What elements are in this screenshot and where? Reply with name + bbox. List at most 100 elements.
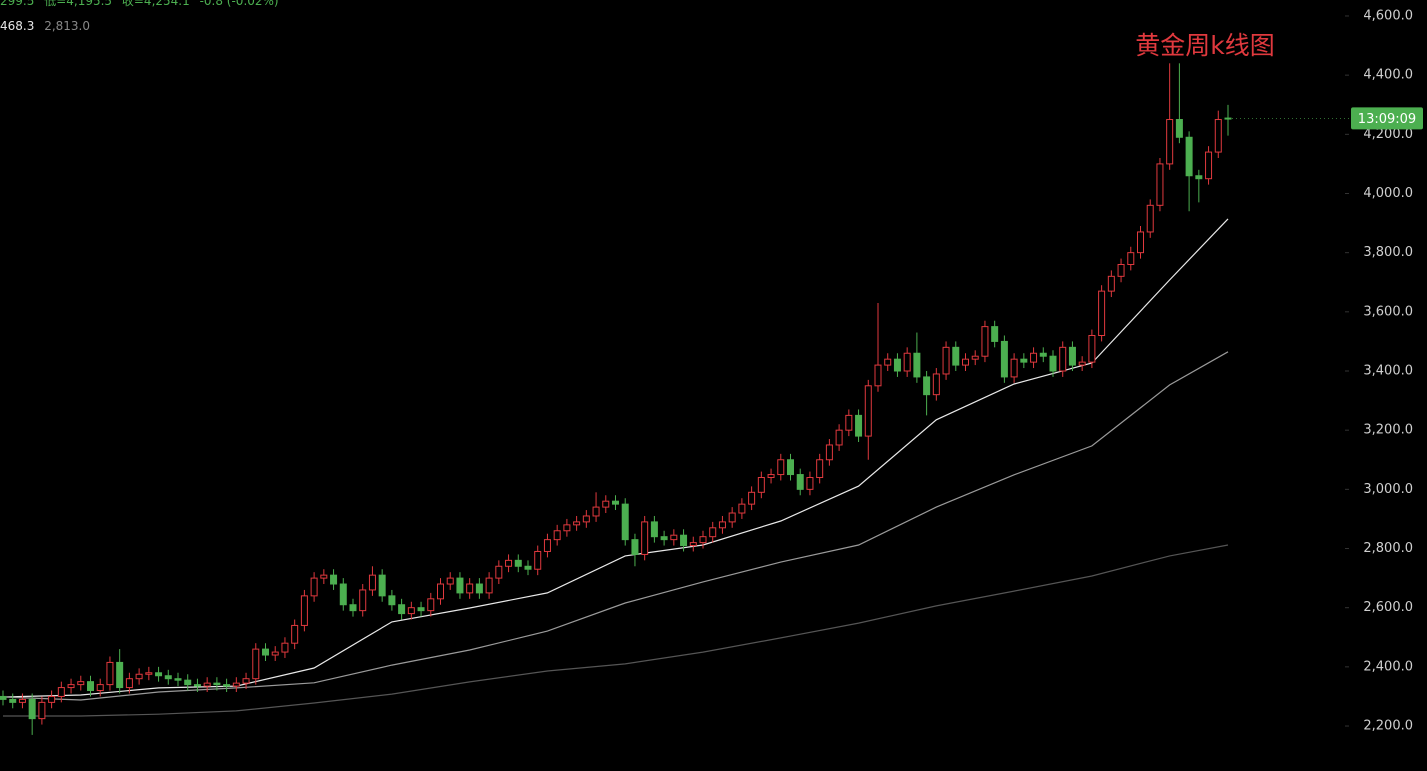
candle-body	[1020, 358, 1028, 363]
candle-body	[495, 565, 503, 579]
candle-body	[232, 682, 240, 687]
header-value: -0.8 (-0.02%)	[199, 0, 279, 8]
candle-body	[796, 474, 804, 490]
candle-body	[874, 364, 882, 387]
candle-body	[689, 542, 697, 547]
candle-body	[203, 682, 211, 687]
candle-body	[592, 506, 600, 517]
candle-body	[650, 521, 658, 538]
candle-body	[543, 539, 551, 552]
candle-body	[368, 574, 376, 591]
candle-body	[1039, 352, 1047, 357]
y-tick-label: 4,000.0	[1363, 186, 1413, 201]
header-value: 299.5	[0, 0, 35, 8]
candle-body	[981, 326, 989, 357]
candle-body	[427, 598, 435, 612]
candle-body	[417, 607, 425, 612]
candle-body	[971, 355, 979, 360]
candle-body	[398, 604, 406, 615]
candle-body	[252, 648, 260, 680]
candle-body	[125, 678, 133, 689]
candle-body	[291, 624, 299, 644]
candle-body	[67, 684, 75, 689]
candle-body	[223, 684, 231, 687]
ma-line	[2, 218, 1229, 698]
y-tick-label: 3,000.0	[1363, 482, 1413, 497]
candle-body	[0, 695, 7, 700]
y-tick-label: 4,200.0	[1363, 127, 1413, 142]
candle-body	[1146, 204, 1154, 233]
candle-body	[767, 474, 775, 479]
candle-body	[932, 373, 940, 396]
candle-body	[28, 698, 36, 720]
y-tick-label: 2,800.0	[1363, 541, 1413, 556]
candle-body	[38, 701, 46, 720]
candle-body	[602, 500, 610, 508]
candle-body	[9, 698, 17, 703]
y-tick-label: 3,800.0	[1363, 245, 1413, 260]
candle-body	[116, 661, 124, 689]
candle-body	[1059, 346, 1067, 372]
candle-body	[446, 577, 454, 585]
candle-body	[806, 477, 814, 490]
candle-body	[281, 642, 289, 653]
candle-body	[407, 607, 415, 615]
candle-body	[1117, 263, 1125, 277]
candle-body	[855, 414, 863, 437]
candle-body	[48, 695, 56, 703]
candle-body	[612, 500, 619, 505]
candle-body	[388, 595, 396, 606]
candle-body	[923, 376, 931, 396]
candle-body	[738, 503, 746, 514]
candle-body	[553, 530, 561, 541]
candle-body	[310, 577, 318, 597]
candle-body	[835, 429, 843, 446]
candle-body	[757, 477, 765, 493]
candle-body	[96, 684, 104, 692]
candle-body	[378, 574, 386, 597]
candle-body	[174, 678, 182, 681]
y-tick-label: 2,400.0	[1363, 659, 1413, 674]
candle-body	[1098, 290, 1106, 337]
candle-body	[271, 651, 279, 656]
candle-body	[1175, 119, 1183, 138]
candle-body	[641, 521, 649, 555]
candle-body	[77, 681, 85, 686]
candle-body	[475, 583, 483, 594]
ma-line	[2, 351, 1229, 701]
candle-body	[573, 521, 581, 526]
candle-body	[709, 527, 717, 538]
candle-body	[485, 577, 493, 594]
candle-body	[1205, 151, 1213, 180]
candle-body	[1214, 119, 1222, 153]
price-tag-label: 13:09:09	[1358, 112, 1416, 127]
candle-body	[505, 559, 513, 567]
candle-body	[57, 687, 65, 697]
ma-line	[3, 544, 1229, 717]
candle-body	[330, 574, 338, 585]
candle-body	[300, 595, 308, 626]
candle-body	[903, 352, 911, 372]
candle-body	[320, 574, 328, 579]
y-tick-label: 3,400.0	[1363, 364, 1413, 379]
candle-body	[456, 577, 464, 594]
chart-title: 黄金周k线图	[1135, 31, 1274, 60]
candle-body	[1166, 119, 1174, 165]
header-ma-value: 2,813.0	[44, 19, 90, 33]
candle-body	[670, 534, 678, 541]
candle-body	[1185, 136, 1193, 177]
candle-body	[1068, 346, 1076, 366]
candle-body	[437, 583, 444, 600]
candle-body	[748, 491, 756, 505]
header-ma-value: 468.3	[0, 19, 35, 33]
ma-header: 468.3 2,813.0	[0, 19, 96, 33]
candle-body	[699, 536, 707, 544]
candle-body	[1078, 361, 1086, 366]
candle-body	[621, 503, 629, 541]
candle-body	[145, 672, 153, 675]
candle-body	[18, 698, 26, 703]
candle-body	[952, 346, 960, 366]
candle-body	[962, 358, 969, 366]
candle-body	[242, 678, 250, 684]
